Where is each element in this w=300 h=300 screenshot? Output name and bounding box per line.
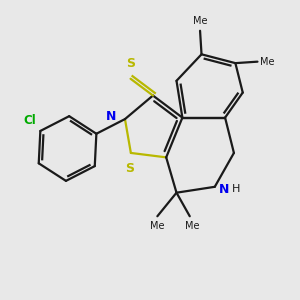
Text: H: H bbox=[232, 184, 240, 194]
Text: Me: Me bbox=[150, 221, 165, 231]
Text: N: N bbox=[219, 183, 230, 196]
Text: Me: Me bbox=[193, 16, 207, 26]
Text: S: S bbox=[125, 162, 134, 175]
Text: Cl: Cl bbox=[23, 113, 36, 127]
Text: Me: Me bbox=[260, 57, 275, 67]
Text: S: S bbox=[126, 58, 135, 70]
Text: N: N bbox=[106, 110, 117, 123]
Text: Me: Me bbox=[185, 221, 200, 231]
